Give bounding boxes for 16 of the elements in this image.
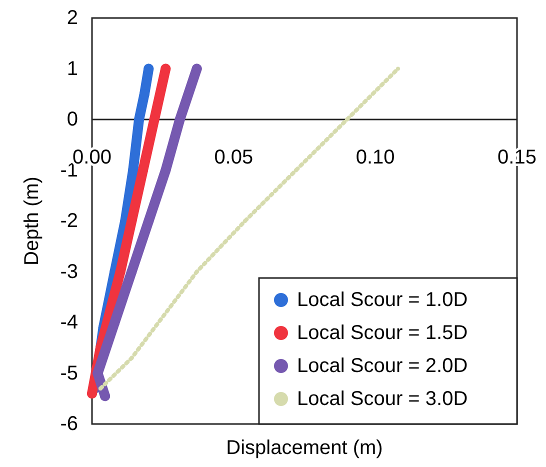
x-axis-title: Displacement (m) — [226, 437, 383, 459]
y-tick-label: 2 — [66, 7, 78, 29]
legend-label: Local Scour = 2.0D — [297, 355, 468, 377]
y-tick-label: -5 — [60, 362, 78, 384]
x-tick-label: 0.05 — [214, 146, 254, 168]
y-tick-label: -6 — [60, 413, 78, 435]
y-tick-label: -3 — [60, 260, 78, 283]
legend-label: Local Scour = 1.0D — [297, 289, 468, 311]
y-tick-label: -2 — [60, 210, 78, 232]
y-axis-title: Depth (m) — [21, 176, 43, 266]
x-tick-label: 0.10 — [356, 146, 395, 168]
y-tick-label: 0 — [66, 108, 78, 130]
y-tick-label: 1 — [66, 58, 78, 80]
legend-label: Local Scour = 1.5D — [297, 322, 468, 344]
y-tick-label: -4 — [60, 312, 78, 334]
legend-label: Local Scour = 3.0D — [297, 388, 468, 410]
